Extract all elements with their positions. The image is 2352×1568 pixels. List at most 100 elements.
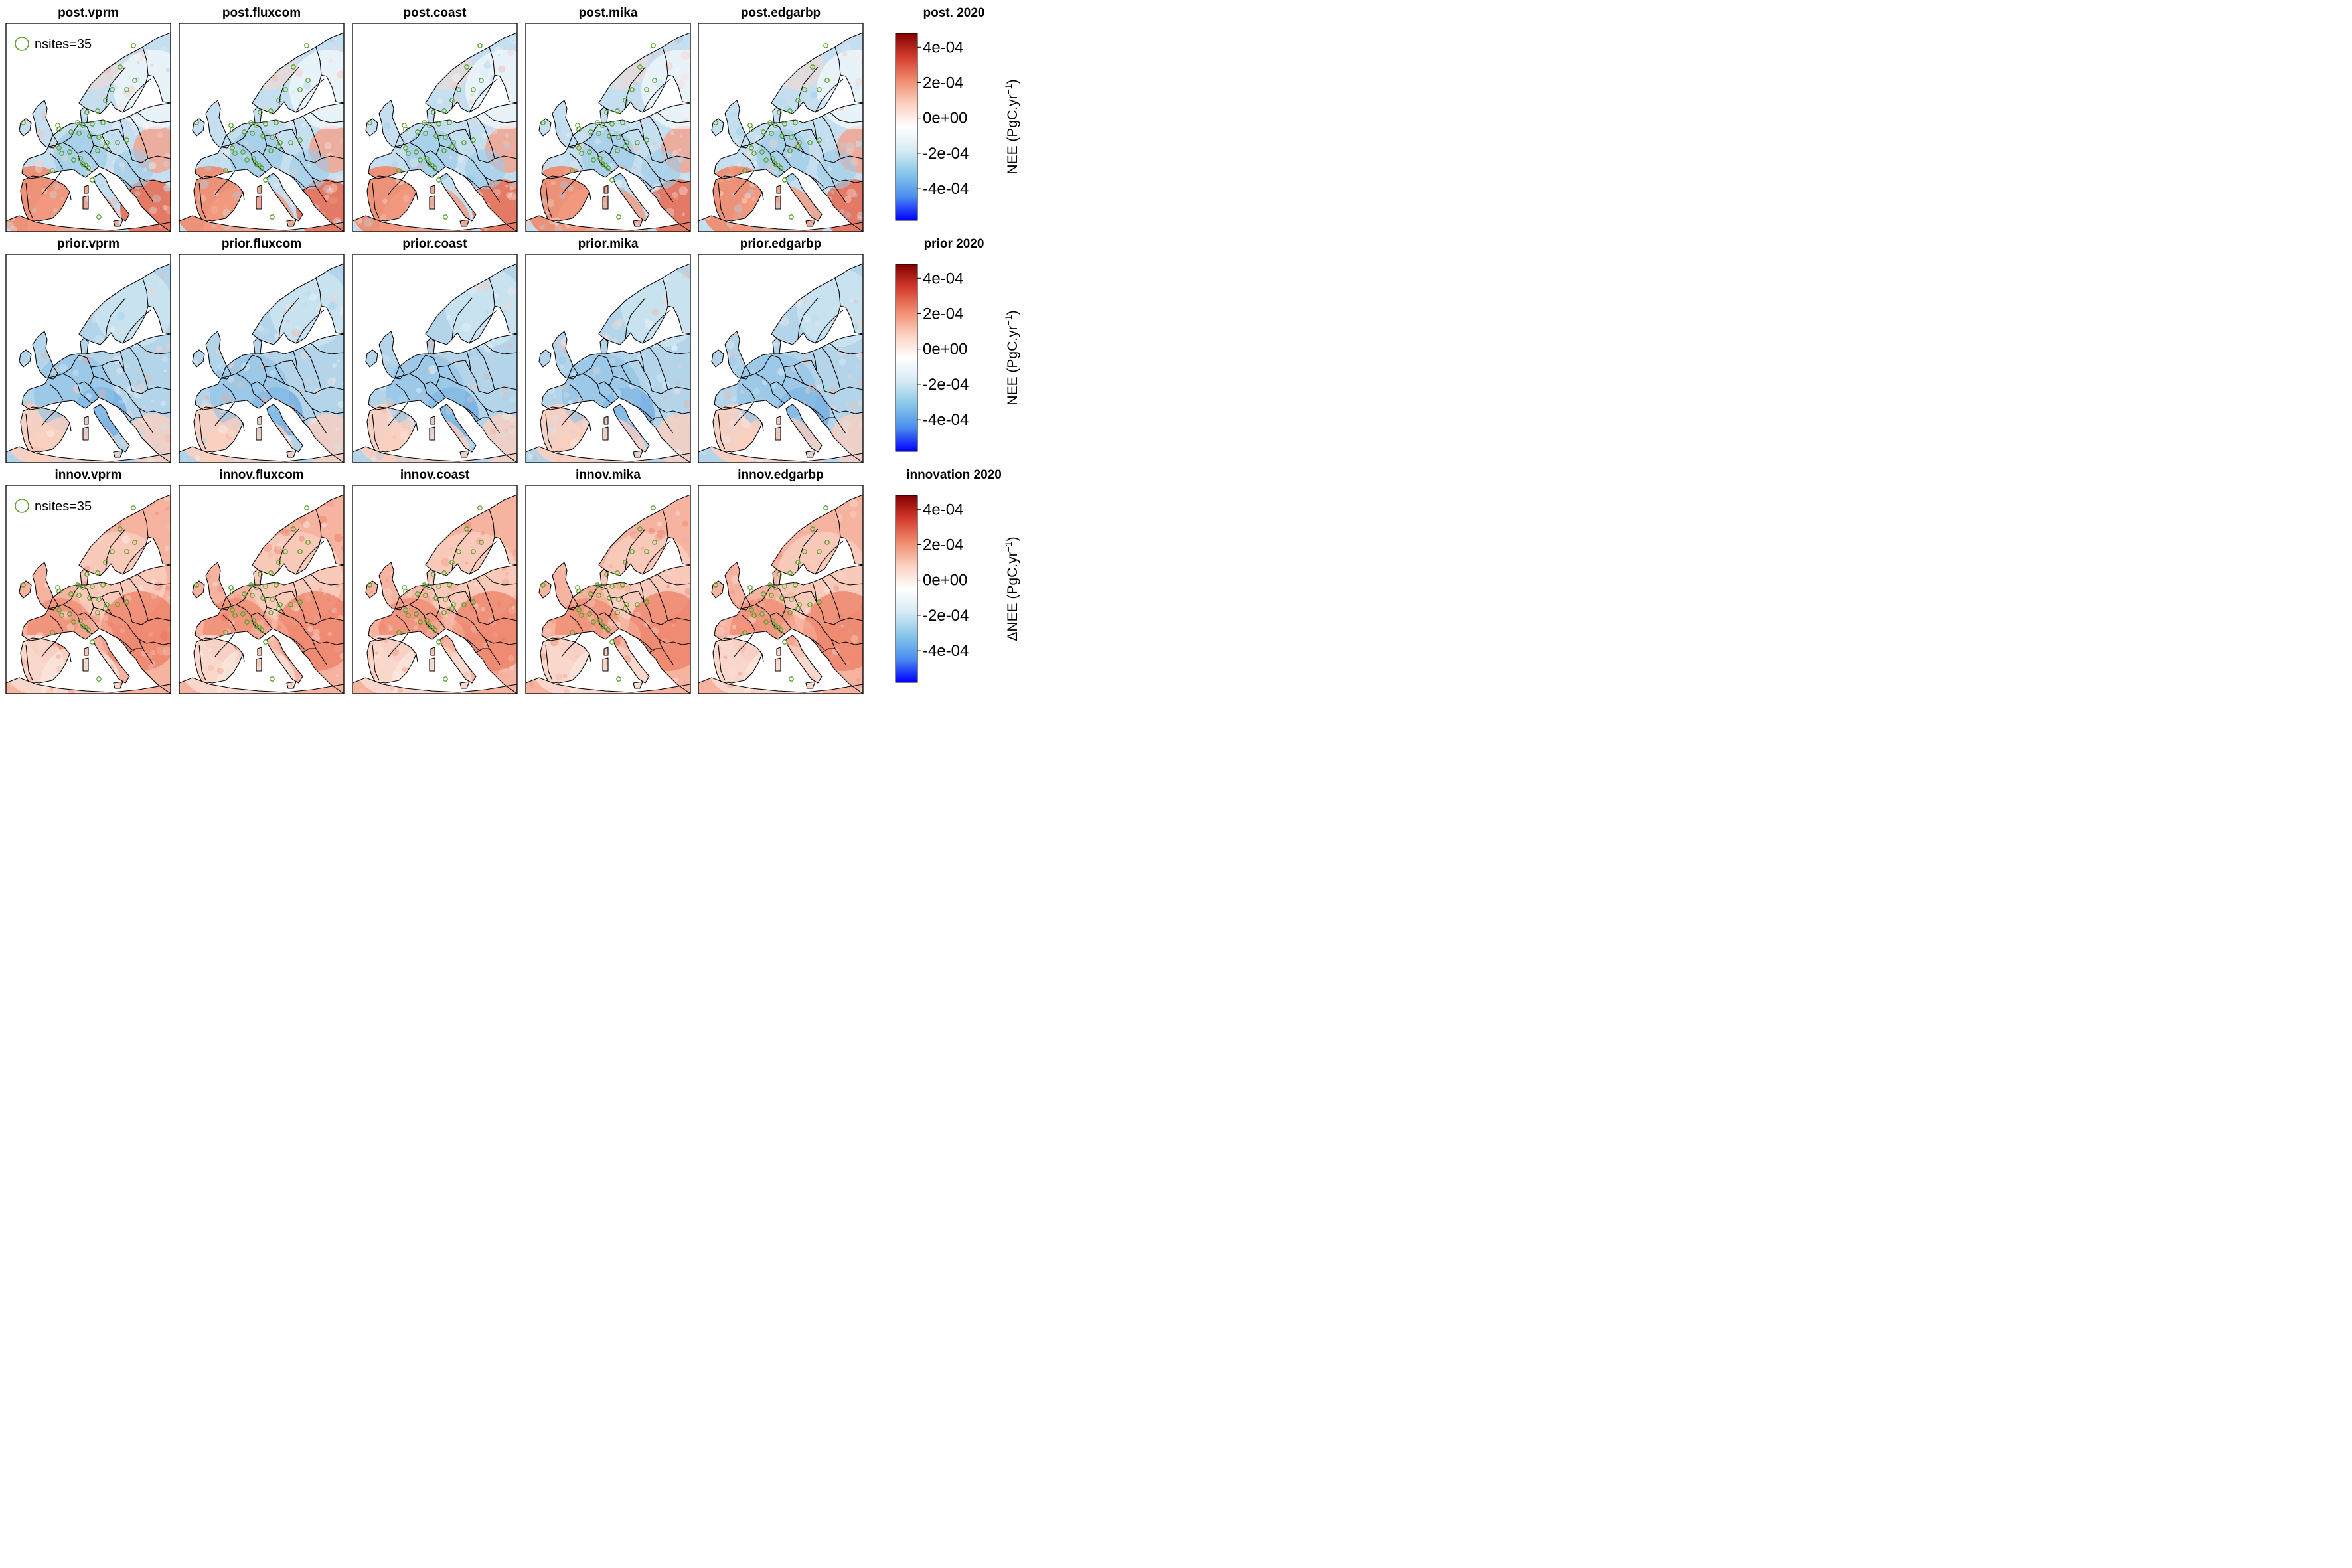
nee-texture	[845, 142, 855, 152]
nee-texture	[852, 680, 862, 689]
nee-texture	[196, 205, 202, 211]
site-marker	[103, 98, 108, 103]
country-border	[783, 129, 812, 137]
coastline	[113, 450, 123, 458]
colorbar-tick-label: 2e-04	[923, 74, 963, 92]
country-border	[489, 509, 495, 538]
colorbar-scale	[895, 33, 918, 221]
site-marker	[441, 108, 447, 114]
site-marker	[276, 606, 281, 611]
colorbar-axis-label: NEE (PgC.yr−1)	[1003, 79, 1020, 174]
country-border	[651, 386, 690, 394]
country-border	[475, 347, 495, 390]
nee-texture	[839, 430, 845, 435]
nee-texture	[504, 309, 508, 313]
nee-texture	[138, 585, 143, 590]
nee-texture	[278, 132, 283, 137]
country-border	[244, 586, 253, 600]
colorbar-axis-label: NEE (PgC.yr−1)	[1003, 310, 1020, 405]
land-mass	[552, 562, 578, 610]
panel-title: post.edgarbp	[741, 6, 821, 20]
site-marker	[430, 625, 435, 630]
nee-texture	[550, 426, 557, 434]
nee-texture	[722, 435, 731, 444]
coastline	[378, 100, 405, 149]
coastline	[205, 562, 232, 611]
site-marker	[436, 121, 441, 127]
nee-texture	[165, 206, 171, 214]
nee-texture	[658, 113, 665, 119]
nee-texture	[281, 528, 289, 537]
nee-texture	[140, 50, 149, 58]
site-marker	[418, 619, 423, 625]
nee-texture	[309, 417, 317, 424]
country-border	[311, 639, 327, 665]
site-marker	[274, 582, 279, 588]
nee-texture	[676, 155, 680, 159]
nee-texture	[810, 91, 818, 99]
nee-texture	[409, 158, 419, 168]
country-border	[439, 376, 479, 401]
coastline	[633, 219, 643, 227]
colorbars: post. 20204e-042e-040e+00-2e-04-4e-04NEE…	[895, 6, 1020, 683]
site-marker	[268, 148, 274, 153]
country-border	[129, 648, 143, 653]
site-marker	[423, 131, 428, 136]
country-border	[70, 586, 80, 600]
colorbar-tick-label: -4e-04	[923, 411, 969, 429]
site-marker	[595, 120, 600, 125]
country-border	[829, 112, 863, 123]
site-marker	[124, 549, 129, 554]
nee-texture	[129, 68, 134, 72]
nee-texture	[490, 305, 493, 309]
map-area	[179, 23, 344, 232]
nee-texture	[591, 374, 595, 377]
country-border	[264, 591, 293, 599]
nee-texture	[327, 598, 331, 602]
coastline	[775, 195, 781, 210]
site-markers	[713, 43, 830, 220]
nee-texture	[614, 621, 621, 629]
nee-texture	[35, 164, 43, 173]
coastline	[365, 349, 378, 368]
country-border	[466, 582, 471, 603]
site-marker	[270, 597, 275, 602]
nee-texture	[52, 413, 56, 416]
country-border	[642, 540, 671, 575]
country-border	[416, 653, 418, 663]
site-marker	[242, 591, 247, 597]
site-marker	[403, 607, 408, 613]
site-marker	[635, 140, 640, 145]
nee-texture	[457, 155, 464, 163]
nee-texture	[811, 64, 815, 68]
nee-texture	[323, 437, 330, 445]
nee-texture	[59, 364, 68, 372]
land-mass	[600, 107, 608, 123]
country-border	[830, 177, 846, 203]
nee-texture	[254, 633, 258, 637]
nee-texture	[840, 142, 846, 149]
nee-texture	[166, 633, 171, 639]
country-border	[734, 170, 755, 195]
nee-texture	[324, 194, 330, 200]
nee-texture	[565, 408, 572, 416]
colorbar-scale	[895, 495, 918, 683]
nee-texture	[204, 396, 210, 401]
nee-texture	[562, 568, 567, 574]
nee-texture	[388, 627, 393, 632]
site-marker	[297, 549, 303, 554]
nee-texture	[540, 653, 548, 661]
colorbar-axis-label: ΔNEE (PgC.yr−1)	[1003, 536, 1020, 641]
nee-texture	[508, 344, 514, 350]
coastline	[430, 185, 435, 194]
nee-texture	[856, 677, 861, 682]
country-border	[48, 599, 72, 609]
nee-texture	[373, 653, 380, 660]
country-border	[478, 169, 517, 183]
country-border	[62, 373, 81, 394]
country-border	[489, 46, 495, 76]
country-border	[483, 112, 517, 123]
nee-texture	[402, 195, 411, 203]
site-marker	[304, 43, 309, 48]
site-marker	[90, 177, 95, 183]
